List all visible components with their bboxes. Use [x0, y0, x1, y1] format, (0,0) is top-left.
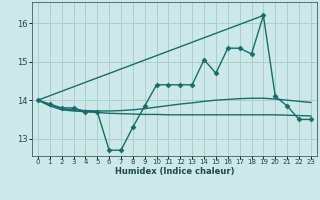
X-axis label: Humidex (Indice chaleur): Humidex (Indice chaleur)	[115, 167, 234, 176]
